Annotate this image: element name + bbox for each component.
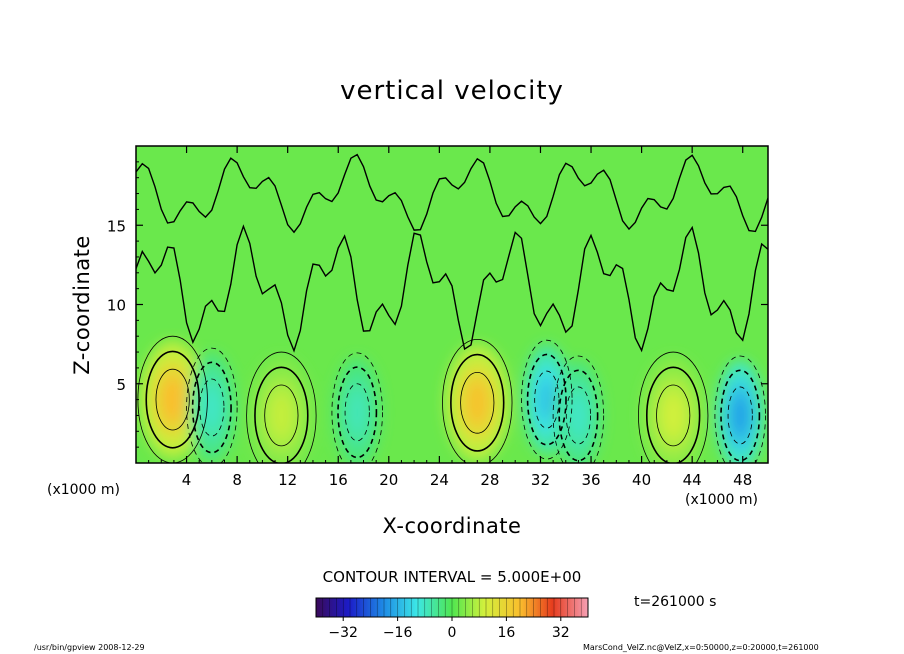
chart-title: vertical velocity bbox=[340, 76, 564, 106]
colorbar-tick-label: −32 bbox=[328, 625, 358, 641]
plot-area bbox=[136, 146, 768, 463]
contour-ring bbox=[720, 369, 761, 462]
contour-ring bbox=[246, 351, 317, 463]
colorbar-tick-label: 32 bbox=[552, 625, 570, 641]
x-tick-label: 40 bbox=[632, 471, 651, 489]
contour-ring bbox=[460, 371, 495, 434]
x-tick-label: 4 bbox=[182, 471, 192, 489]
contour-ring bbox=[534, 370, 560, 429]
contour-ring bbox=[521, 339, 573, 460]
field-blob-core bbox=[161, 376, 184, 423]
contour-ring bbox=[191, 361, 232, 454]
zero-contour-lower bbox=[136, 224, 768, 353]
field-blob-core bbox=[203, 386, 220, 429]
contour-ring bbox=[331, 352, 383, 463]
field-blob-core bbox=[270, 392, 293, 439]
x-tick-label: 48 bbox=[733, 471, 752, 489]
contour-ring bbox=[450, 353, 505, 452]
contour-ring bbox=[337, 366, 378, 459]
time-label: t=261000 s bbox=[634, 594, 717, 610]
y-tick-label: 10 bbox=[107, 297, 126, 315]
y-axis-ticks: 5 10 15 bbox=[107, 161, 768, 448]
contour-ring bbox=[344, 383, 370, 442]
contour-ring bbox=[656, 384, 691, 447]
contour-ring bbox=[186, 347, 238, 463]
x-axis-unit-left: (x1000 m) bbox=[47, 482, 120, 498]
contour-ring bbox=[645, 366, 701, 463]
y-tick-label: 15 bbox=[107, 217, 126, 235]
field-blob-core bbox=[662, 392, 685, 439]
x-tick-label: 16 bbox=[329, 471, 348, 489]
x-tick-label: 8 bbox=[232, 471, 242, 489]
contour-interval-label: CONTOUR INTERVAL = 5.000E+00 bbox=[322, 568, 582, 586]
x-axis-unit-right: (x1000 m) bbox=[685, 492, 758, 508]
x-axis-label: X-coordinate bbox=[382, 514, 522, 538]
x-tick-label: 36 bbox=[581, 471, 600, 489]
field-blob-core bbox=[538, 378, 555, 421]
contour-ring bbox=[526, 353, 567, 446]
field-blob-core bbox=[466, 379, 489, 426]
contour-ring bbox=[155, 368, 190, 431]
colorbar-tick-label: −16 bbox=[383, 625, 413, 641]
contour-ring bbox=[264, 384, 299, 447]
x-tick-label: 12 bbox=[278, 471, 297, 489]
contour-ring bbox=[714, 355, 766, 463]
field-blob-core bbox=[732, 394, 749, 437]
field-blobs bbox=[140, 341, 764, 463]
x-tick-label: 20 bbox=[379, 471, 398, 489]
field-blob-core bbox=[349, 390, 366, 434]
x-tick-label: 44 bbox=[683, 471, 702, 489]
footer-right: MarsCond_VelZ.nc@VelZ,x=0:50000,z=0:2000… bbox=[583, 643, 819, 652]
colorbar-tick-label: 0 bbox=[448, 625, 457, 641]
colorbar-tick-label: 16 bbox=[497, 625, 515, 641]
colorbar: −32 −16 0 16 32 bbox=[315, 597, 589, 641]
contour-ring bbox=[442, 338, 513, 463]
contour-lines bbox=[136, 153, 768, 463]
zero-contour-upper bbox=[136, 153, 768, 234]
contour-ring bbox=[199, 378, 225, 437]
y-tick-label: 5 bbox=[116, 376, 126, 394]
contour-ring bbox=[727, 386, 753, 445]
x-tick-label: 24 bbox=[430, 471, 449, 489]
contour-ring bbox=[145, 350, 200, 449]
field-blob-core bbox=[570, 394, 587, 437]
footer-left: /usr/bin/gpview 2008-12-29 bbox=[34, 643, 145, 652]
x-tick-label: 32 bbox=[531, 471, 550, 489]
contour-ring bbox=[638, 351, 709, 463]
x-axis-ticks: 4 8 12 16 20 24 28 32 36 40 44 48 bbox=[148, 146, 756, 489]
contour-ring bbox=[552, 355, 605, 463]
contour-ring bbox=[254, 366, 309, 463]
contour-ring bbox=[565, 386, 591, 445]
contour-ring bbox=[558, 369, 599, 462]
x-tick-label: 28 bbox=[480, 471, 499, 489]
